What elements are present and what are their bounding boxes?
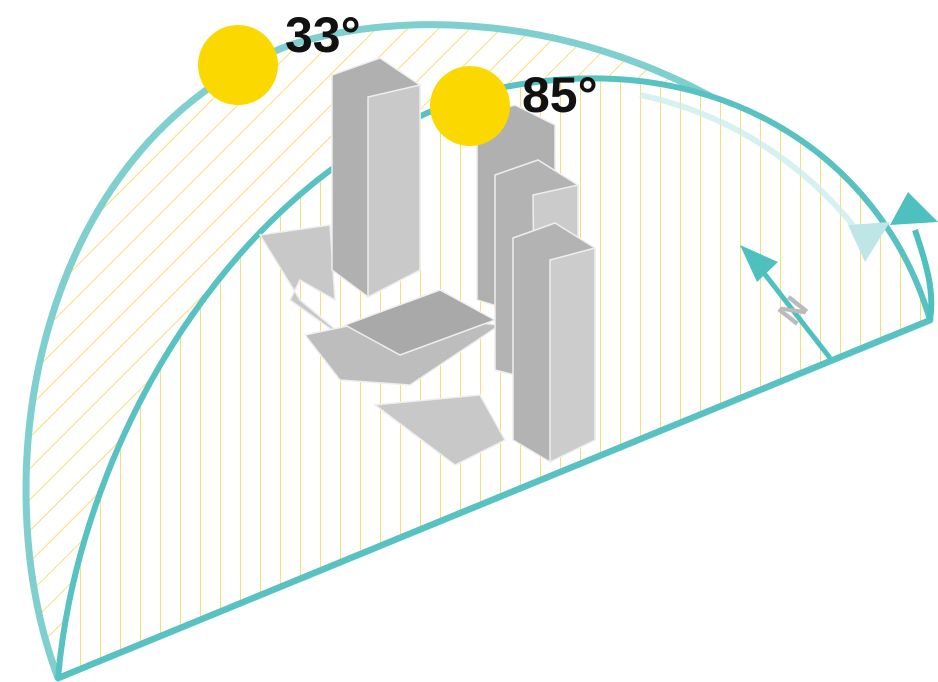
north-arrow-line: [758, 266, 832, 360]
buildings: [258, 57, 596, 466]
angle-label-low: 33°: [285, 7, 361, 63]
arrowhead-faded: [848, 222, 890, 262]
north-arrowhead: [740, 245, 778, 282]
ground-line: [56, 317, 932, 681]
sun-high: [430, 66, 510, 146]
sun-low: [198, 25, 278, 105]
arrowhead: [890, 192, 938, 225]
path-arrow: [912, 229, 935, 321]
angle-label-high: 85°: [522, 67, 598, 123]
